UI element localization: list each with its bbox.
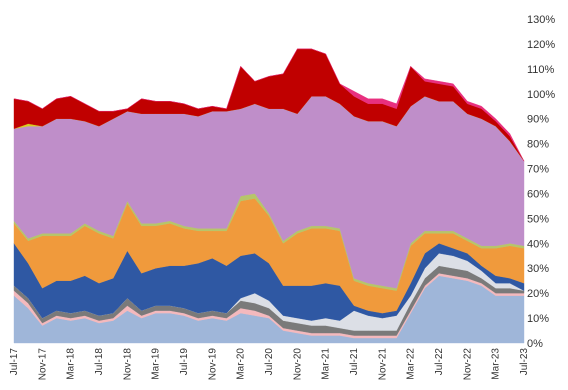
x-tick-label: Mar-21 (321, 348, 332, 380)
x-tick-label: Nov-22 (462, 348, 473, 381)
x-tick-label: Nov-21 (377, 348, 388, 381)
y-tick-label: 50% (527, 213, 549, 225)
y-tick-label: 70% (527, 164, 549, 176)
area-series-11 (13, 48, 525, 162)
x-tick-label: Jul-17 (9, 348, 20, 376)
x-tick-label: Mar-23 (491, 348, 502, 380)
y-tick-label: 0% (527, 338, 543, 350)
y-tick-label: 40% (527, 238, 549, 250)
y-tick-label: 60% (527, 188, 549, 200)
y-tick-label: 120% (527, 39, 555, 51)
x-tick-label: Jul-19 (179, 348, 190, 376)
y-tick-label: 20% (527, 288, 549, 300)
x-tick-label: Mar-18 (66, 348, 77, 380)
y-tick-label: 80% (527, 139, 549, 151)
x-tick-label: Nov-20 (292, 348, 303, 381)
x-tick-label: Jul-22 (434, 348, 445, 376)
y-tick-label: 130% (527, 14, 555, 26)
x-tick-label: Mar-19 (151, 348, 162, 380)
x-tick-label: Jul-20 (264, 348, 275, 376)
area-series-group (13, 48, 525, 344)
x-tick-label: Mar-22 (406, 348, 417, 380)
x-tick-label: Nov-17 (37, 348, 48, 381)
y-tick-label: 100% (527, 89, 555, 101)
x-tick-label: Jul-23 (519, 348, 530, 376)
x-tick-label: Nov-19 (207, 348, 218, 381)
y-tick-label: 110% (527, 64, 555, 76)
x-tick-label: Jul-21 (349, 348, 360, 376)
y-tick-label: 90% (527, 114, 549, 126)
x-axis-ticks: Jul-17 Nov-17 Mar-18 Jul-18 Nov-18 Mar-19 Jul-… (9, 348, 530, 381)
y-axis-ticks: 0% 10% 20% 30% 40% 50% 60% 70% 80% 90% 100% 110% 120… (527, 14, 555, 350)
x-tick-label: Mar-20 (236, 348, 247, 380)
x-tick-label: Jul-18 (94, 348, 105, 376)
y-tick-label: 10% (527, 313, 549, 325)
y-tick-label: 30% (527, 263, 549, 275)
x-tick-label: Nov-18 (122, 348, 133, 381)
